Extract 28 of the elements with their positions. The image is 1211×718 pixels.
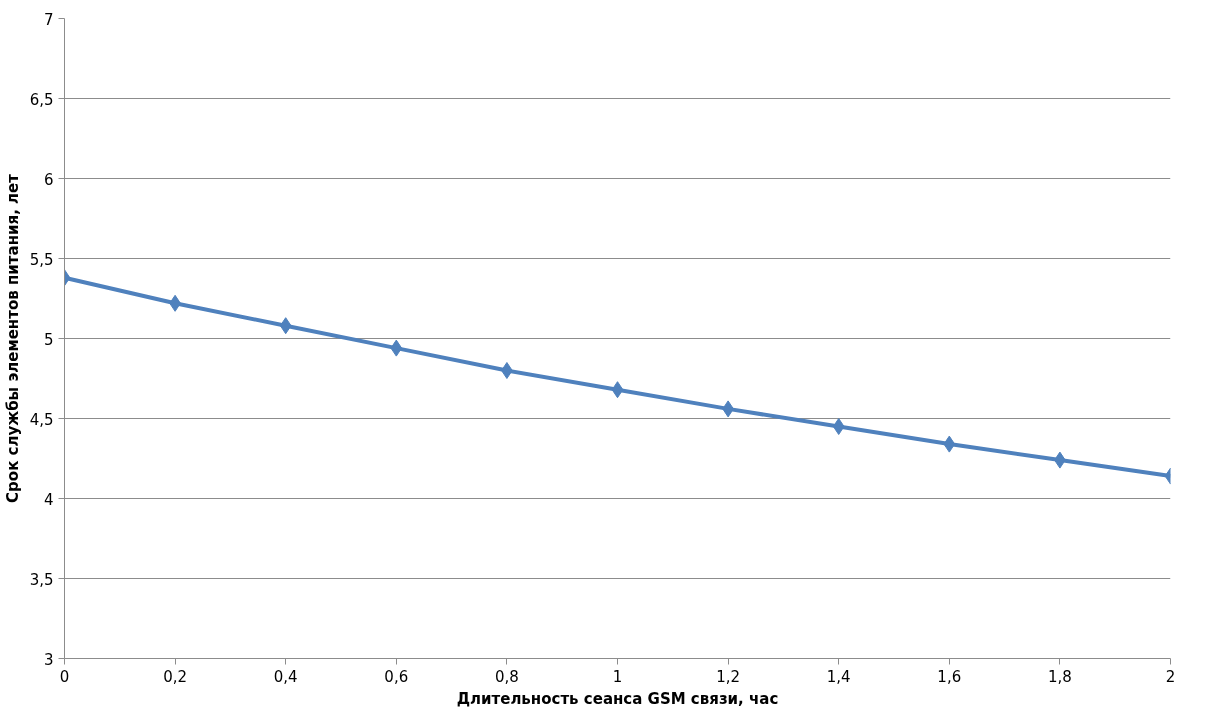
x-tick-label: 0,2 bbox=[163, 667, 188, 686]
point bbox=[832, 418, 845, 435]
y-tick-label: 3,5 bbox=[29, 570, 54, 589]
y-tick-label: 7 bbox=[43, 10, 54, 29]
x-tick-label: 1,2 bbox=[716, 667, 741, 686]
x-tick-label: 1,8 bbox=[1047, 667, 1072, 686]
y-tick-label: 4 bbox=[43, 490, 54, 509]
point bbox=[611, 381, 624, 399]
x-tick-label: 1 bbox=[612, 667, 623, 686]
x-tick-label: 0,4 bbox=[273, 667, 298, 686]
x-tick-label: 0,8 bbox=[494, 667, 519, 686]
y-tick-label: 4,5 bbox=[29, 410, 54, 429]
y-axis-title: Срок службы элементов питания, лет bbox=[3, 173, 22, 503]
y-tick-label: 6,5 bbox=[29, 90, 54, 109]
x-axis-title: Длительность сеанса GSM связи, час bbox=[456, 689, 779, 708]
x-tick-label: 0 bbox=[59, 667, 70, 686]
y-tick-label: 5,5 bbox=[29, 250, 54, 269]
x-tick-label: 1,6 bbox=[937, 667, 962, 686]
y-tick-label: 5 bbox=[43, 330, 54, 349]
point bbox=[390, 339, 403, 357]
x-tick-label: 1,4 bbox=[826, 667, 851, 686]
x-tick-label: 0,6 bbox=[384, 667, 409, 686]
point bbox=[279, 317, 292, 335]
x-tick-label: 2 bbox=[1165, 667, 1176, 686]
point bbox=[501, 362, 513, 379]
y-tick-label: 6 bbox=[43, 170, 54, 189]
y-tick-label: 3 bbox=[43, 650, 54, 669]
point bbox=[943, 435, 956, 453]
